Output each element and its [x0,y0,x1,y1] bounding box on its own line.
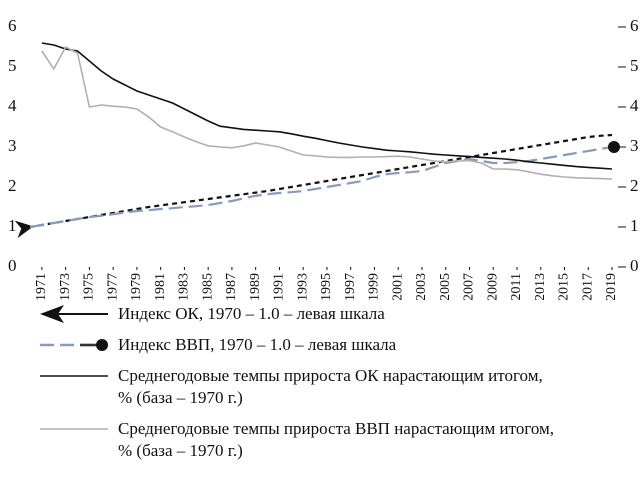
y-tick-label: 5 [8,56,17,75]
y2-tick-label: 2 [630,176,639,195]
legend-dot [96,339,108,351]
x-tick-label: 1997 [343,273,358,300]
y2-tick-label: 3 [630,136,639,155]
x-tick-label: 2001 [390,273,405,300]
series-line [41,42,613,170]
x-tick-label: 2013 [533,273,548,300]
x-tick-label: 2005 [438,273,453,300]
x-tick-label: 2009 [485,273,500,300]
x-tick-label: 1985 [200,273,215,300]
x-tick-label: 1995 [319,273,334,300]
end-marker [608,141,620,153]
legend-label: Среднегодовые темпы прироста ОК нарастаю… [118,366,543,407]
legend-item: Среднегодовые темпы прироста ОК нарастаю… [30,365,640,409]
x-tick-label: 2003 [414,273,429,300]
x-tick-label: 1993 [295,273,310,300]
x-tick-label: 1981 [153,273,168,300]
legend-item: Индекс ВВП, 1970 – 1.0 – левая шкала [30,334,640,356]
chart: 0 1 2 3 4 5 6 0 1 2 3 4 5 6 1971 1973 1975 1977 1979 1981 19… [8,16,639,300]
series-line [29,145,613,229]
legend-label: Индекс ОК, 1970 – 1.0 – левая шкала [118,304,385,323]
y2-tick-label: 4 [630,96,639,115]
legend-item: Индекс ОК, 1970 – 1.0 – левая шкала [30,303,640,325]
x-tick-label: 1979 [129,273,144,300]
x-tick-label: 1991 [272,273,287,300]
x-tick-label: 1989 [248,273,263,300]
x-tick-label: 1973 [58,273,73,300]
y-tick-label: 3 [8,136,17,155]
y-tick-label: 2 [8,176,17,195]
x-tick-label: 1975 [82,273,97,300]
y2-tick-label: 6 [630,16,639,35]
series-line [41,45,613,180]
x-tick-label: 2015 [557,273,572,300]
x-tick-label: 1999 [367,273,382,300]
y-tick-label: 6 [8,16,17,35]
y2-tick-label: 5 [630,56,639,75]
x-tick-label: 2007 [462,273,477,300]
legend-swatch [40,375,108,377]
y-tick-label: 4 [8,96,17,115]
x-tick-label: 1983 [177,273,192,300]
legend-swatch [40,428,108,430]
legend-label: Среднегодовые темпы прироста ВВП нараста… [118,419,555,460]
x-tick-label: 2011 [509,273,524,300]
x-tick-label: 1971 [34,273,49,300]
legend-swatch [40,305,108,323]
y2-tick-label: 1 [630,216,639,235]
y2-tick-label: 0 [630,256,639,275]
x-tick-label: 1977 [105,273,120,300]
x-tick-label: 1987 [224,273,239,300]
legend: Индекс ОК, 1970 – 1.0 – левая шкала Индек… [30,303,640,471]
x-tick-label: 2017 [580,273,595,300]
legend-item: Среднегодовые темпы прироста ВВП нараста… [30,418,640,462]
legend-swatch [40,339,108,351]
y-tick-label: 1 [8,216,17,235]
legend-label: Индекс ВВП, 1970 – 1.0 – левая шкала [118,335,397,354]
y-tick-label: 0 [8,256,17,275]
legend-arrow [40,305,64,323]
x-tick-label: 2019 [604,273,619,300]
